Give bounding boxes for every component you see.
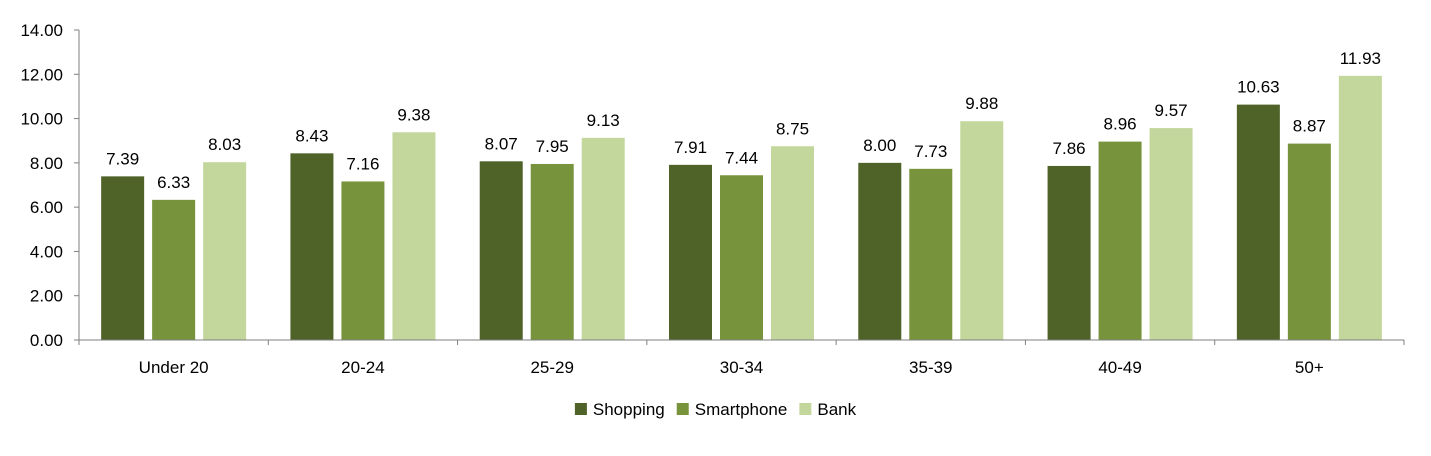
bar-bank-6: [1149, 128, 1193, 340]
bar-smartphone-6: [1098, 141, 1142, 340]
bar-bank-4: [771, 146, 814, 340]
y-tick-label: 14.00: [20, 21, 63, 40]
bar-shopping-4: [669, 164, 712, 340]
bar-smartphone-2: [341, 181, 385, 340]
data-label-smartphone-7: 8.87: [1293, 117, 1326, 136]
x-category-label: 40-49: [1098, 358, 1141, 377]
bar-shopping-1: [101, 176, 145, 340]
y-tick-label: 0.00: [30, 331, 63, 350]
data-label-smartphone-1: 6.33: [157, 173, 190, 192]
bar-smartphone-7: [1287, 143, 1331, 340]
data-label-bank-4: 8.75: [776, 119, 809, 138]
bar-shopping-3: [479, 161, 523, 340]
data-label-bank-5: 9.88: [965, 94, 998, 113]
y-tick-label: 6.00: [30, 198, 63, 217]
legend-label-shopping: Shopping: [593, 400, 665, 419]
legend-label-bank: Bank: [817, 400, 856, 419]
y-tick-label: 10.00: [20, 110, 63, 129]
data-labels-layer: 7.39 6.33 8.03 8.43 7.16 9.38 8.07 7.95 9.13 7.91…: [106, 49, 1381, 192]
y-tick-label: 8.00: [30, 154, 63, 173]
x-category-label: 50+: [1295, 358, 1324, 377]
data-label-bank-6: 9.57: [1155, 101, 1188, 120]
bar-bank-5: [960, 121, 1004, 340]
data-label-smartphone-2: 7.16: [346, 154, 379, 173]
data-label-shopping-4: 7.91: [674, 138, 707, 157]
y-tick-label: 2.00: [30, 287, 63, 306]
bar-shopping-2: [290, 153, 334, 340]
data-label-shopping-2: 8.43: [295, 126, 328, 145]
bar-shopping-6: [1047, 165, 1091, 340]
data-label-shopping-1: 7.39: [106, 149, 139, 168]
bar-shopping-5: [858, 162, 902, 340]
data-label-smartphone-3: 7.95: [536, 137, 569, 156]
legend: Shopping Smartphone Bank: [574, 400, 857, 419]
legend-swatch-shopping: [574, 403, 587, 415]
data-label-smartphone-4: 7.44: [725, 148, 758, 167]
bar-smartphone-3: [530, 163, 574, 340]
data-label-shopping-6: 7.86: [1053, 139, 1086, 158]
y-tick-label: 12.00: [20, 65, 63, 84]
data-label-bank-3: 9.13: [587, 111, 620, 130]
legend-swatch-bank: [799, 403, 812, 415]
bar-smartphone-5: [909, 168, 953, 340]
bar-bank-1: [203, 162, 247, 340]
bar-shopping-7: [1236, 104, 1280, 340]
x-category-label: 25-29: [530, 358, 573, 377]
bar-bank-7: [1338, 75, 1382, 340]
x-category-label: 35-39: [909, 358, 952, 377]
data-label-bank-1: 8.03: [208, 135, 241, 154]
legend-label-smartphone: Smartphone: [695, 400, 788, 419]
x-category-label: 30-34: [720, 358, 763, 377]
data-label-smartphone-6: 8.96: [1104, 115, 1137, 134]
bar-smartphone-1: [152, 199, 196, 340]
axes-layer: 0.00 2.00 4.00 6.00 8.00 10.00 12.00 14.00 Under…: [20, 21, 1405, 377]
legend-swatch-smartphone: [676, 403, 689, 415]
bar-bank-2: [392, 132, 436, 340]
data-label-shopping-5: 8.00: [863, 136, 896, 155]
data-label-smartphone-5: 7.73: [914, 142, 947, 161]
x-category-label: 20-24: [341, 358, 384, 377]
y-tick-label: 4.00: [30, 242, 63, 261]
bars-layer: [101, 75, 1382, 340]
x-category-label: Under 20: [139, 358, 209, 377]
bar-smartphone-4: [720, 175, 763, 340]
data-label-bank-7: 11.93: [1340, 49, 1381, 68]
bar-bank-3: [581, 137, 625, 340]
data-label-bank-2: 9.38: [397, 105, 430, 124]
data-label-shopping-7: 10.63: [1237, 78, 1280, 97]
data-label-shopping-3: 8.07: [485, 134, 518, 153]
